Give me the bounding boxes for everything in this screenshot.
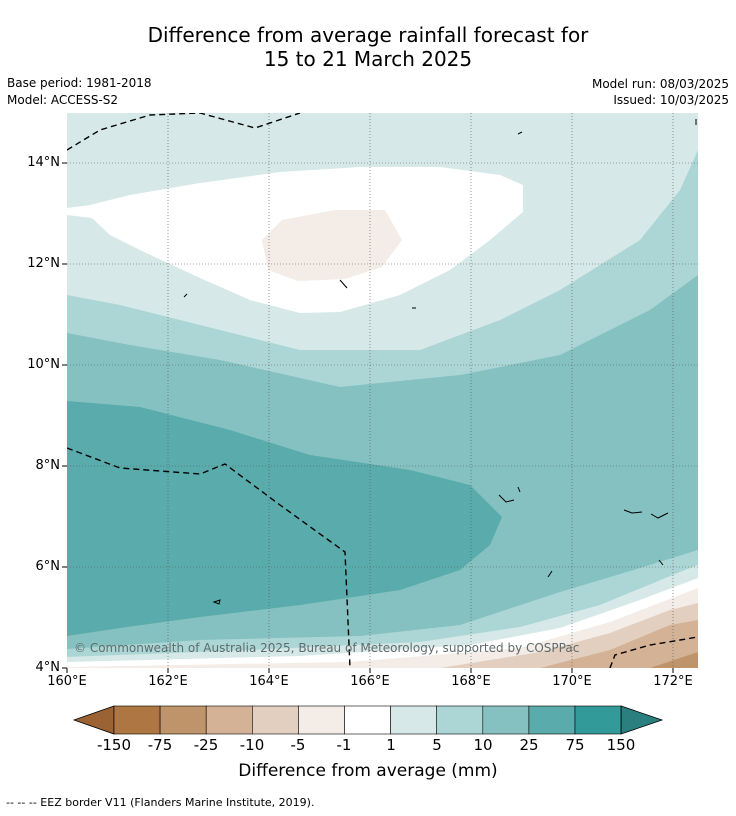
colorbar-label: -10 [239,736,265,754]
lat-label-12n: 12°N [27,256,60,271]
eez-border [67,113,698,668]
model-run: Model run: 08/03/2025 [591,77,729,91]
colorbar-swatch [574,705,622,735]
eez-legend-note: -- -- -- EEZ border V11 (Flanders Marine… [6,796,315,809]
colorbar [72,705,664,735]
lat-label-10n: 10°N [27,357,60,372]
colorbar-label: 25 [519,736,539,754]
lon-label-162e: 162°E [148,674,188,689]
lon-label-160e: 160°E [47,674,87,689]
colorbar-swatch [390,705,438,735]
colorbar-arrow-right [620,705,664,735]
model-name: Model: ACCESS-S2 [7,93,119,107]
lon-label-166e: 166°E [350,674,390,689]
colorbar-swatch [298,705,345,735]
map-title-line2: 15 to 21 March 2025 [263,47,473,71]
colorbar-swatch [159,705,207,735]
colorbar-swatch [113,705,161,735]
colorbar-swatch [528,705,576,735]
colorbar-label: -150 [96,736,132,754]
colorbar-swatch [205,705,253,735]
lat-label-4n: 4°N [35,660,61,675]
lat-label-8n: 8°N [35,458,61,473]
colorbar-label: -5 [290,736,306,754]
lon-label-168e: 168°E [451,674,491,689]
colorbar-label: -25 [193,736,219,754]
issued-date: Issued: 10/03/2025 [613,93,729,107]
rainfall-map [67,113,698,668]
map-title-line1: Difference from average rainfall forecas… [147,23,589,47]
colorbar-title: Difference from average (mm) [238,761,498,781]
colorbar-swatch [252,705,299,735]
colorbar-swatch [344,705,391,735]
colorbar-swatch [436,705,484,735]
colorbar-arrow-left [72,705,115,735]
copyright-notice: © Commonwealth of Australia 2025, Bureau… [74,641,580,655]
colorbar-label: -75 [147,736,173,754]
lat-label-6n: 6°N [35,559,61,574]
lon-label-170e: 170°E [552,674,592,689]
colorbar-label: -1 [336,736,352,754]
colorbar-swatch [482,705,530,735]
colorbar-label: 75 [565,736,585,754]
base-period: Base period: 1981-2018 [7,76,152,90]
lon-label-172e: 172°E [653,674,693,689]
colorbar-label: 150 [606,736,636,754]
islands [183,119,697,605]
colorbar-label: 10 [473,736,493,754]
lat-label-14n: 14°N [27,155,60,170]
colorbar-label: 1 [386,736,396,754]
colorbar-label: 5 [432,736,442,754]
lon-label-164e: 164°E [249,674,289,689]
